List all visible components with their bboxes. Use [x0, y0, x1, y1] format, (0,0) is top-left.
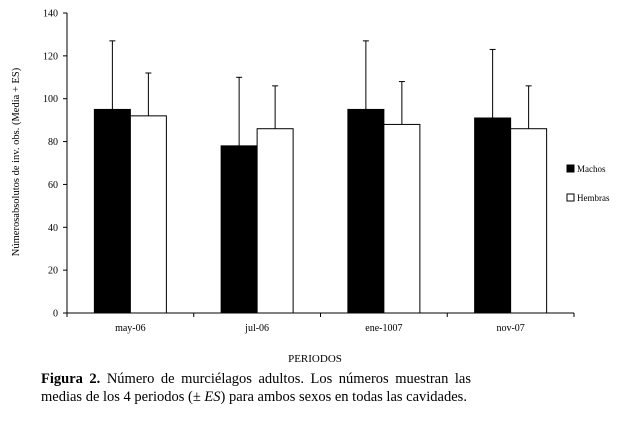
caption-text-2: ) para ambos sexos en todas las cavidade… [220, 389, 467, 405]
y-tick-label: 40 [48, 223, 58, 234]
chart-legend: Machos Hembras [566, 164, 610, 203]
machos-bar [347, 108, 385, 314]
machos-bar [220, 145, 258, 314]
hembras-bar [383, 123, 421, 314]
x-tick-label: may-06 [115, 323, 146, 334]
caption-label: Figura 2. [41, 371, 101, 387]
y-tick-label: 0 [53, 309, 58, 320]
y-tick-label: 80 [48, 137, 58, 148]
machos-bar [474, 117, 512, 314]
legend-label-hembras: Hembras [577, 193, 610, 203]
y-axis-label: Númerosabsolutos de inv. obs. (Media + E… [11, 67, 22, 256]
legend-swatch-machos [566, 164, 575, 173]
y-tick-label: 120 [43, 51, 58, 62]
hembras-bar [510, 128, 548, 314]
x-tick-label: nov-07 [496, 323, 524, 334]
hembras-bar [256, 128, 294, 314]
caption-text-1: Número de murciélagos adultos. Los númer… [41, 371, 471, 405]
x-tick-label: ene-1007 [365, 323, 402, 334]
y-tick-label: 60 [48, 180, 58, 191]
chart-error-bars [109, 40, 532, 146]
y-tick-label: 140 [43, 9, 58, 20]
machos-bar [93, 108, 131, 314]
x-tick-label: jul-06 [244, 323, 269, 334]
y-tick-label: 100 [43, 94, 58, 105]
hembras-bar [129, 115, 167, 314]
x-axis-label: PERIODOS [288, 353, 342, 365]
y-tick-label: 20 [48, 266, 58, 277]
figure-caption: Figura 2. Número de murciélagos adultos.… [41, 370, 471, 406]
legend-label-machos: Machos [577, 164, 606, 174]
legend-swatch-hembras [566, 193, 575, 202]
bar-chart: 0 20 40 60 80 100 120 140 may-06 jul-06 ene-1007 no… [11, 9, 610, 366]
caption-text-italic: ES [204, 389, 221, 405]
chart-bars [93, 108, 548, 314]
